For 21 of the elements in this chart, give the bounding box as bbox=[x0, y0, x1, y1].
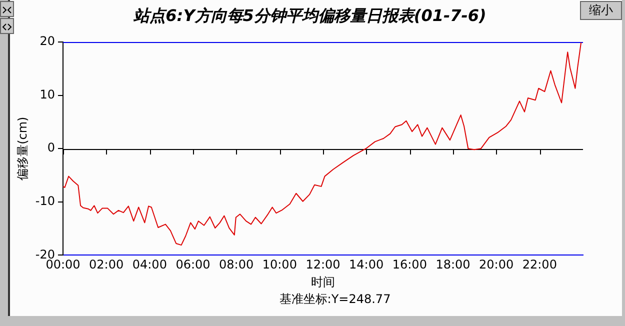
x-tick-label: 14:00 bbox=[349, 258, 384, 272]
x-tick-label: 08:00 bbox=[219, 258, 254, 272]
text: 缩小 bbox=[580, 1, 622, 20]
x-tick-label: 20:00 bbox=[479, 258, 514, 272]
y-axis-title: 偏移量(cm) bbox=[15, 116, 30, 180]
y-tick-label: 10 bbox=[40, 87, 55, 102]
x-tick-label: 06:00 bbox=[176, 258, 210, 272]
y-tick-label: -10 bbox=[35, 194, 55, 208]
text: 基准坐标:Y=248.77 bbox=[278, 291, 392, 308]
x-tick-label: 12:00 bbox=[306, 258, 340, 272]
x-tick-label: 00:00 bbox=[46, 258, 80, 272]
x-tick-label: 18:00 bbox=[436, 258, 470, 272]
x-tick-label: 16:00 bbox=[392, 258, 427, 272]
y-tick-label: 0 bbox=[47, 140, 55, 155]
y-tick-label: 20 bbox=[40, 34, 55, 48]
chart-title: 站点6:Y方向每5分钟平均偏移量日报表(01-7-6) bbox=[132, 6, 488, 27]
x-tick-label: 22:00 bbox=[522, 258, 557, 272]
x-axis-title: 时间 bbox=[311, 274, 335, 289]
x-tick-label: 02:00 bbox=[89, 258, 124, 272]
x-tick-label: 10:00 bbox=[262, 258, 297, 272]
x-tick-label: 04:00 bbox=[132, 258, 167, 272]
